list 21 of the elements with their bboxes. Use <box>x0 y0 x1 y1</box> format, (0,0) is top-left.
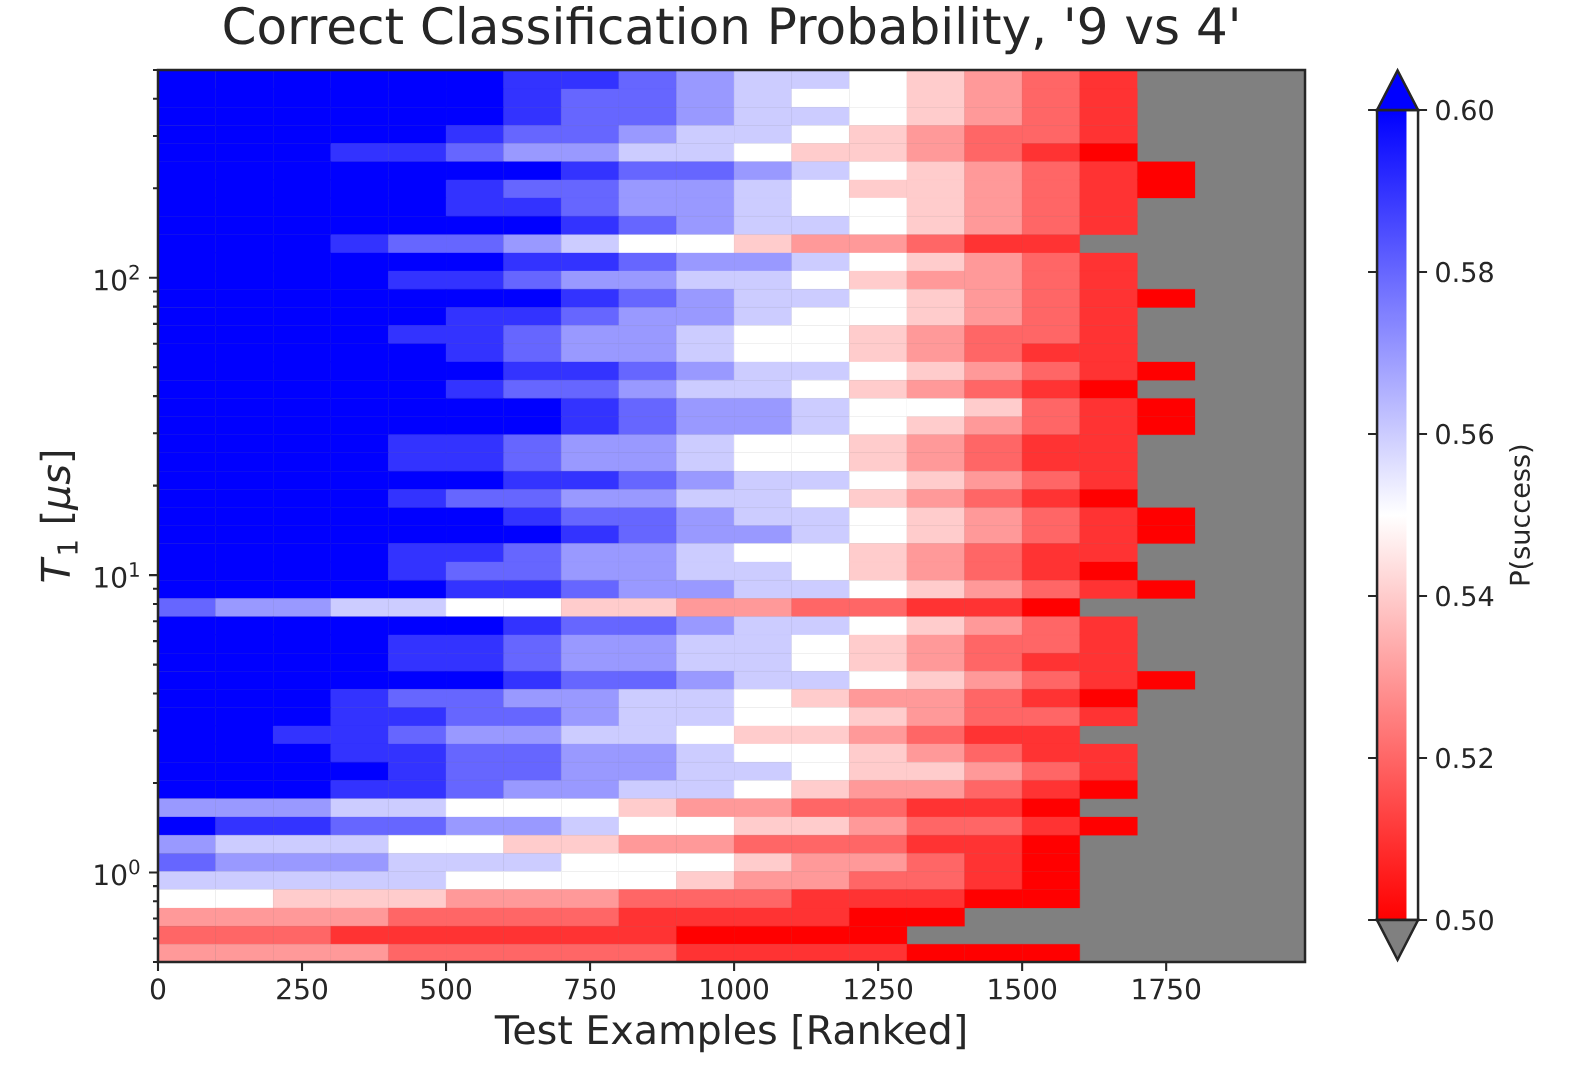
x-axis-title: Test Examples [Ranked] <box>494 1013 965 1053</box>
chart-title: Correct Classification Probability, '9 vs 4' <box>224 5 1237 55</box>
x-tick-label: 1500 <box>989 978 1057 1000</box>
color-bar-label: 0.56 <box>1436 423 1493 445</box>
color-bar-title: P(success) <box>1509 445 1534 585</box>
color-bar-label: 0.50 <box>1436 909 1493 931</box>
y-tick-label: 10$^{0}$ <box>95 859 140 886</box>
y-tick-label: 10$^{2}$ <box>95 264 139 291</box>
x-tick-label: 500 <box>421 978 472 1000</box>
x-tick-label: 0 <box>150 978 166 1000</box>
y-tick-label: 10$^{1}$ <box>95 562 139 588</box>
y-axis-title: T$_{1}$ [μs] <box>39 452 78 582</box>
x-tick-label: 1000 <box>701 978 769 1000</box>
x-tick-label: 750 <box>565 978 616 1000</box>
x-tick-label: 250 <box>277 978 327 1000</box>
color-bar-label: 0.58 <box>1436 261 1493 283</box>
color-bar-label: 0.54 <box>1436 585 1494 607</box>
color-bar-label: 0.60 <box>1436 99 1493 121</box>
x-tick-label: 1250 <box>845 978 913 1000</box>
color-bar-label: 0.52 <box>1436 747 1492 769</box>
x-tick-label: 1750 <box>1133 978 1201 1000</box>
